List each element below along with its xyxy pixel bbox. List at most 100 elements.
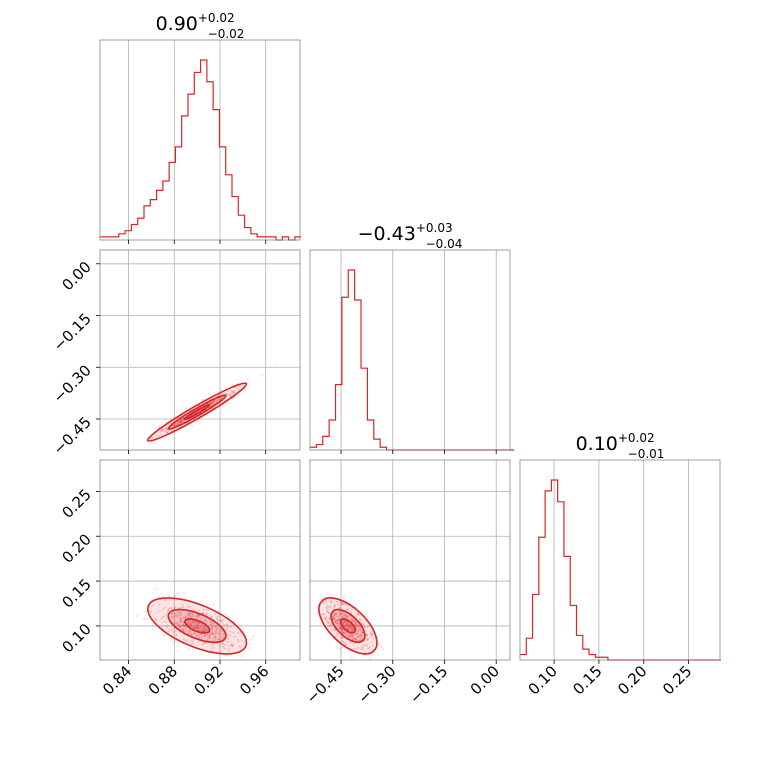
sample-point (205, 612, 208, 615)
sample-point (368, 645, 371, 648)
sample-point (360, 629, 363, 632)
sample-point (329, 599, 332, 602)
sample-point (345, 622, 348, 625)
sample-point (347, 634, 350, 637)
sample-point (343, 614, 346, 617)
sample-point (345, 623, 348, 626)
sample-point (179, 421, 182, 424)
sample-point (175, 622, 178, 625)
sample-point (221, 396, 224, 399)
sample-point (367, 646, 370, 649)
sample-point (182, 638, 185, 641)
sample-point (227, 637, 230, 640)
y-tick-label: 0.20 (58, 530, 94, 566)
sample-point (190, 615, 193, 618)
sample-point (189, 625, 192, 628)
sample-point (339, 601, 342, 604)
sample-point (346, 628, 349, 631)
sample-point (360, 618, 363, 621)
sample-point (334, 635, 337, 638)
sample-point (363, 625, 366, 628)
sample-point (351, 635, 354, 638)
sample-point (350, 611, 353, 614)
sample-point (230, 390, 233, 393)
sample-point (353, 637, 356, 640)
sample-point (189, 616, 192, 619)
sample-point (217, 619, 220, 622)
sample-point (171, 628, 174, 631)
sample-point (148, 610, 151, 613)
sample-point (187, 611, 190, 614)
sample-point (337, 615, 340, 618)
sample-point (364, 629, 367, 632)
sample-point (332, 614, 335, 617)
sample-point (339, 627, 342, 630)
sample-point (184, 612, 187, 615)
sample-point (340, 603, 343, 606)
sample-point (329, 601, 332, 604)
sample-point (341, 631, 344, 634)
sample-point (359, 634, 362, 637)
sample-point (219, 650, 222, 653)
sample-point (363, 626, 366, 629)
sample-point (171, 607, 174, 610)
sample-point (220, 630, 223, 633)
sample-point (333, 612, 336, 615)
sample-point (165, 427, 168, 430)
sample-point (344, 619, 347, 622)
sample-point (232, 636, 235, 639)
sample-point (189, 633, 192, 636)
sample-point (189, 624, 192, 627)
sample-point (354, 637, 357, 640)
sample-point (230, 644, 233, 647)
sample-point (177, 623, 180, 626)
sample-point (222, 623, 225, 626)
sample-point (201, 630, 204, 633)
sample-point (342, 624, 345, 627)
sample-point (348, 629, 351, 632)
sample-point (344, 613, 347, 616)
param-2-title: −0.43+0.03 −0.04 (358, 221, 463, 251)
sample-point (252, 635, 255, 638)
sample-point (210, 402, 213, 405)
sample-point (216, 400, 219, 403)
sample-point (340, 626, 343, 629)
sample-point (365, 633, 368, 636)
sample-point (357, 646, 360, 649)
sample-point (163, 620, 166, 623)
sample-point (182, 592, 185, 595)
sample-point (205, 618, 208, 621)
sample-point (153, 617, 156, 620)
sample-point (194, 626, 197, 629)
sample-point (370, 635, 373, 638)
sample-point (333, 613, 336, 616)
sample-point (349, 627, 352, 630)
sample-point (208, 402, 211, 405)
sample-point (347, 624, 350, 627)
sample-point (146, 618, 149, 621)
sample-point (346, 628, 349, 631)
sample-point (216, 626, 219, 629)
sample-point (341, 603, 344, 606)
sample-point (349, 634, 352, 637)
sample-point (321, 613, 324, 616)
sample-point (370, 648, 373, 651)
x-tick-label: −0.30 (354, 662, 399, 707)
sample-point (357, 630, 360, 633)
sample-point (190, 623, 193, 626)
x-tick-label: 0.92 (190, 662, 226, 698)
sample-point (192, 643, 195, 646)
sample-point (338, 624, 341, 627)
sample-point (176, 422, 179, 425)
sample-point (222, 633, 225, 636)
sample-point (174, 607, 177, 610)
sample-point (163, 615, 166, 618)
sample-point (336, 632, 339, 635)
sample-point (166, 624, 169, 627)
sample-point (214, 632, 217, 635)
sample-point (202, 643, 205, 646)
sample-point (208, 636, 211, 639)
sample-point (163, 429, 166, 432)
sample-point (197, 634, 200, 637)
sample-point (203, 626, 206, 629)
